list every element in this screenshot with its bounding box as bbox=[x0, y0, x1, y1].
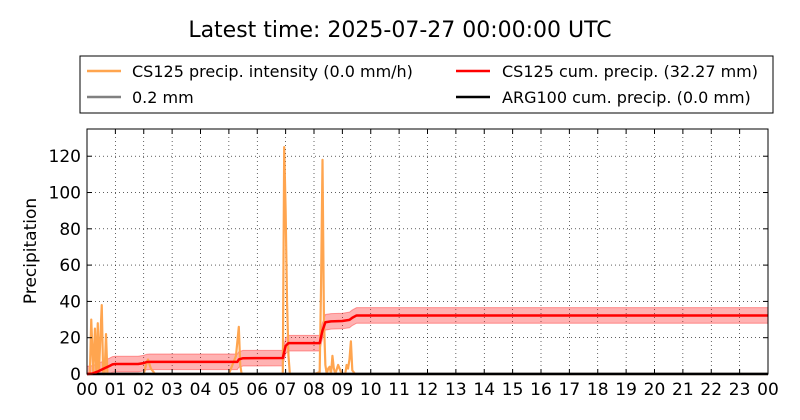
x-tick-label-7: 07 bbox=[275, 380, 297, 400]
x-tick-label-22: 22 bbox=[700, 380, 722, 400]
y-tick-label-3: 60 bbox=[59, 256, 81, 276]
x-tick-label-16: 16 bbox=[530, 380, 552, 400]
axis-ticks: 00 01 02 03 04 05 06 07 08 09 10 11 12 13 14 15 16 17 18 19… bbox=[49, 129, 779, 400]
x-tick-label-0: 00 bbox=[76, 380, 98, 400]
x-tick-label-1: 01 bbox=[105, 380, 127, 400]
x-tick-label-5: 05 bbox=[218, 380, 240, 400]
legend-item-arg100-cum: ARG100 cum. precip. (0.0 mm) bbox=[456, 88, 751, 107]
x-tick-label-19: 19 bbox=[615, 380, 637, 400]
x-tick-label-3: 03 bbox=[161, 380, 183, 400]
y-axis-label: Precipitation bbox=[21, 198, 41, 304]
x-tick-label-10: 10 bbox=[360, 380, 382, 400]
x-tick-label-24: 00 bbox=[757, 380, 779, 400]
x-tick-label-12: 12 bbox=[417, 380, 439, 400]
x-tick-label-6: 06 bbox=[246, 380, 268, 400]
x-tick-label-14: 14 bbox=[473, 380, 495, 400]
x-tick-label-17: 17 bbox=[559, 380, 581, 400]
x-tick-label-8: 08 bbox=[303, 380, 325, 400]
legend-box bbox=[79, 55, 774, 114]
x-tick-label-23: 23 bbox=[729, 380, 751, 400]
x-tick-label-4: 04 bbox=[190, 380, 212, 400]
x-tick-label-11: 11 bbox=[388, 380, 410, 400]
legend-item-threshold: 0.2 mm bbox=[87, 88, 194, 107]
legend-label-arg100-cum: ARG100 cum. precip. (0.0 mm) bbox=[502, 88, 751, 107]
plot-area: 00 01 02 03 04 05 06 07 08 09 10 11 12 13 14 15 16 17 18 19… bbox=[49, 128, 779, 400]
legend-label-intensity: CS125 precip. intensity (0.0 mm/h) bbox=[132, 62, 413, 81]
x-tick-label-13: 13 bbox=[445, 380, 467, 400]
y-tick-label-1: 20 bbox=[59, 329, 81, 349]
legend-label-cs125-cum: CS125 cum. precip. (32.27 mm) bbox=[502, 62, 758, 81]
y-tick-label-4: 80 bbox=[59, 220, 81, 240]
y-tick-label-5: 100 bbox=[49, 184, 81, 204]
legend-item-cs125-cum: CS125 cum. precip. (32.27 mm) bbox=[456, 62, 758, 81]
y-tick-label-0: 0 bbox=[70, 365, 81, 385]
x-tick-label-21: 21 bbox=[672, 380, 694, 400]
x-tick-label-18: 18 bbox=[587, 380, 609, 400]
x-tick-label-9: 09 bbox=[332, 380, 354, 400]
legend-label-threshold: 0.2 mm bbox=[132, 88, 194, 107]
chart-title: Latest time: 2025-07-27 00:00:00 UTC bbox=[188, 18, 612, 43]
x-tick-label-2: 02 bbox=[133, 380, 155, 400]
x-tick-label-20: 20 bbox=[644, 380, 666, 400]
series-line-cs125-cum bbox=[86, 314, 768, 376]
legend-item-intensity: CS125 precip. intensity (0.0 mm/h) bbox=[87, 62, 413, 81]
x-tick-label-15: 15 bbox=[502, 380, 524, 400]
y-tick-label-6: 120 bbox=[49, 147, 81, 167]
y-tick-label-2: 40 bbox=[59, 292, 81, 312]
